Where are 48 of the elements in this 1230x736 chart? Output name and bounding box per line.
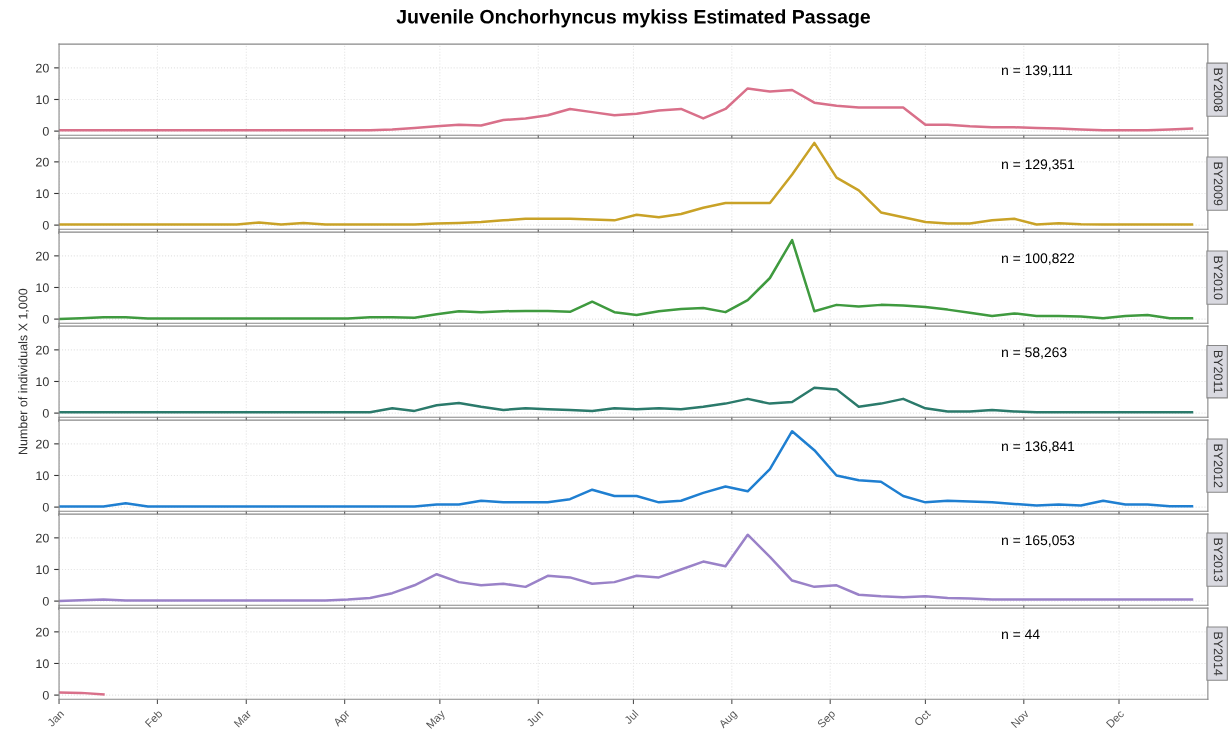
annotation: n = 129,351 bbox=[1001, 159, 1075, 171]
x-tick-label: Feb bbox=[144, 709, 163, 728]
y-tick-label: 20 bbox=[36, 627, 49, 637]
y-tick-label: 10 bbox=[36, 95, 49, 105]
x-tick-label: Dec bbox=[1105, 709, 1125, 729]
y-tick-label: 10 bbox=[36, 189, 49, 199]
x-tick-label: Aug bbox=[718, 709, 739, 731]
x-tick-label: Oct bbox=[913, 709, 932, 727]
y-tick-label: 0 bbox=[42, 408, 49, 418]
text: BY2009 bbox=[1213, 162, 1223, 206]
annotation: n = 136,841 bbox=[1001, 441, 1075, 453]
y-tick-label: 0 bbox=[42, 314, 49, 324]
annotation: n = 44 bbox=[1001, 629, 1040, 640]
x-tick-label: Mar bbox=[233, 709, 252, 728]
y-tick-label: 20 bbox=[36, 157, 49, 167]
y-tick-label: 0 bbox=[42, 502, 49, 512]
y-tick-label: 10 bbox=[36, 565, 49, 575]
y-tick-label: 20 bbox=[36, 533, 49, 543]
text: BY2012 bbox=[1213, 444, 1223, 488]
annotation: n = 58,263 bbox=[1001, 347, 1067, 359]
y-tick-label: 10 bbox=[36, 377, 49, 387]
chart-title: Juvenile Onchorhyncus mykiss Estimated Passage bbox=[396, 9, 871, 28]
y-tick-label: 10 bbox=[36, 471, 49, 481]
y-tick-label: 0 bbox=[42, 220, 49, 230]
text: BY2014 bbox=[1213, 632, 1223, 676]
y-tick-label: 0 bbox=[42, 126, 49, 136]
x-tick-label: Sep bbox=[816, 709, 838, 730]
y-tick-label: 10 bbox=[36, 659, 49, 669]
y-axis-title: Number of individuals X 1,000 bbox=[18, 288, 29, 455]
text: BY2013 bbox=[1213, 538, 1223, 582]
y-tick-label: 0 bbox=[42, 690, 49, 700]
annotation: n = 165,053 bbox=[1001, 535, 1075, 547]
text: BY2010 bbox=[1213, 256, 1223, 300]
y-tick-label: 20 bbox=[36, 251, 49, 261]
x-tick-label: Jul bbox=[623, 709, 639, 725]
annotation: n = 139,111 bbox=[1001, 65, 1073, 77]
y-tick-label: 20 bbox=[36, 439, 49, 449]
x-tick-label: Apr bbox=[332, 709, 352, 729]
x-tick-label: Jun bbox=[525, 709, 544, 728]
text: BY2011 bbox=[1213, 350, 1223, 393]
annotation: n = 100,822 bbox=[1001, 253, 1075, 265]
y-tick-label: 10 bbox=[36, 283, 49, 293]
x-tick-label: Jan bbox=[46, 709, 65, 728]
y-tick-label: 20 bbox=[36, 63, 49, 73]
x-tick-label: Nov bbox=[1010, 709, 1030, 729]
text: BY2008 bbox=[1213, 68, 1223, 112]
y-tick-label: 0 bbox=[42, 596, 49, 606]
y-tick-label: 20 bbox=[36, 345, 49, 355]
